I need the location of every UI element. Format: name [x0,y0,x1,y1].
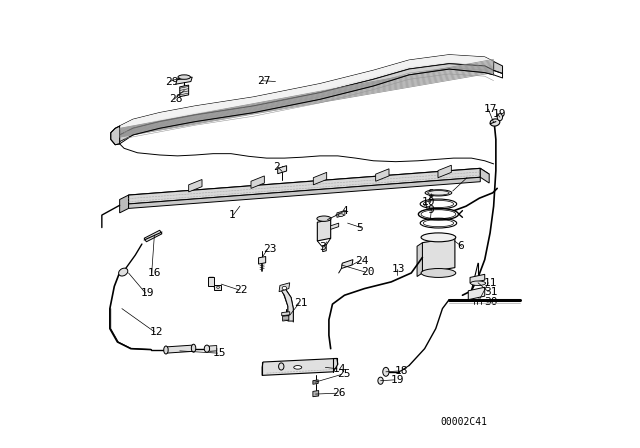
Polygon shape [129,168,480,204]
Polygon shape [337,211,345,217]
Polygon shape [166,345,193,353]
Ellipse shape [164,346,168,354]
Polygon shape [214,284,221,290]
Text: 2: 2 [273,162,280,172]
Text: 27: 27 [257,76,270,86]
Polygon shape [438,165,451,178]
Ellipse shape [282,286,287,290]
Polygon shape [251,176,264,188]
Polygon shape [180,85,189,97]
Text: 25: 25 [337,370,351,379]
Ellipse shape [378,377,383,384]
Text: 10: 10 [422,197,435,207]
Ellipse shape [339,214,344,216]
Polygon shape [376,169,389,181]
Ellipse shape [383,367,389,376]
Polygon shape [208,276,214,286]
Text: 18: 18 [395,366,408,376]
Text: 19: 19 [277,362,291,371]
Text: 21: 21 [294,298,308,308]
Ellipse shape [178,75,191,79]
Text: 13: 13 [392,264,406,275]
Polygon shape [120,64,493,144]
Ellipse shape [317,216,331,221]
Polygon shape [189,180,202,192]
Text: 1: 1 [228,210,236,220]
Polygon shape [317,220,331,241]
Text: 9: 9 [427,205,434,215]
Text: 22: 22 [234,285,248,295]
Text: 29: 29 [165,77,179,86]
Polygon shape [417,243,422,276]
Ellipse shape [490,119,500,126]
Text: 30: 30 [484,297,497,307]
Ellipse shape [421,233,456,242]
Text: 7: 7 [463,172,469,183]
Polygon shape [279,283,290,292]
Text: 19: 19 [493,108,506,119]
Polygon shape [262,358,338,375]
Polygon shape [120,195,129,213]
Ellipse shape [421,268,456,277]
Text: 6: 6 [457,241,464,251]
Text: 4: 4 [341,206,348,215]
Ellipse shape [294,366,301,369]
Polygon shape [129,177,480,208]
Text: 14: 14 [332,364,346,374]
Text: 17: 17 [484,104,497,114]
Text: 20: 20 [361,267,374,277]
Polygon shape [341,260,353,268]
Polygon shape [281,286,293,321]
Text: 23: 23 [263,244,276,254]
Polygon shape [129,168,489,201]
Ellipse shape [425,190,452,196]
Text: 12: 12 [150,327,163,337]
Polygon shape [282,312,290,316]
Polygon shape [470,274,484,283]
Polygon shape [313,380,318,384]
Text: 5: 5 [356,223,364,233]
Text: 28: 28 [170,95,183,104]
Text: 16: 16 [147,268,161,278]
Ellipse shape [204,345,209,352]
Ellipse shape [497,114,502,121]
Ellipse shape [191,344,196,352]
Polygon shape [283,315,289,321]
Polygon shape [313,391,319,397]
Ellipse shape [118,268,128,276]
Polygon shape [176,77,192,84]
Text: 24: 24 [356,255,369,266]
Text: 15: 15 [213,348,227,358]
Polygon shape [120,55,493,130]
Ellipse shape [470,281,486,285]
Polygon shape [120,55,493,135]
Ellipse shape [278,363,284,370]
Polygon shape [314,172,326,185]
Text: 19: 19 [141,288,154,298]
Polygon shape [259,257,266,264]
Polygon shape [331,223,339,229]
Ellipse shape [217,286,220,289]
Polygon shape [480,168,489,183]
Text: 26: 26 [332,388,346,398]
Text: 19: 19 [390,375,404,385]
Text: 8: 8 [427,189,434,199]
Polygon shape [209,345,217,351]
Polygon shape [493,61,502,73]
Text: 3: 3 [319,242,326,252]
Text: 11: 11 [484,278,497,288]
Polygon shape [278,166,287,174]
Polygon shape [144,230,162,242]
Polygon shape [422,237,455,273]
Polygon shape [111,126,120,145]
Text: 31: 31 [484,287,497,297]
Polygon shape [468,287,484,300]
Text: 00002C41: 00002C41 [440,417,487,427]
